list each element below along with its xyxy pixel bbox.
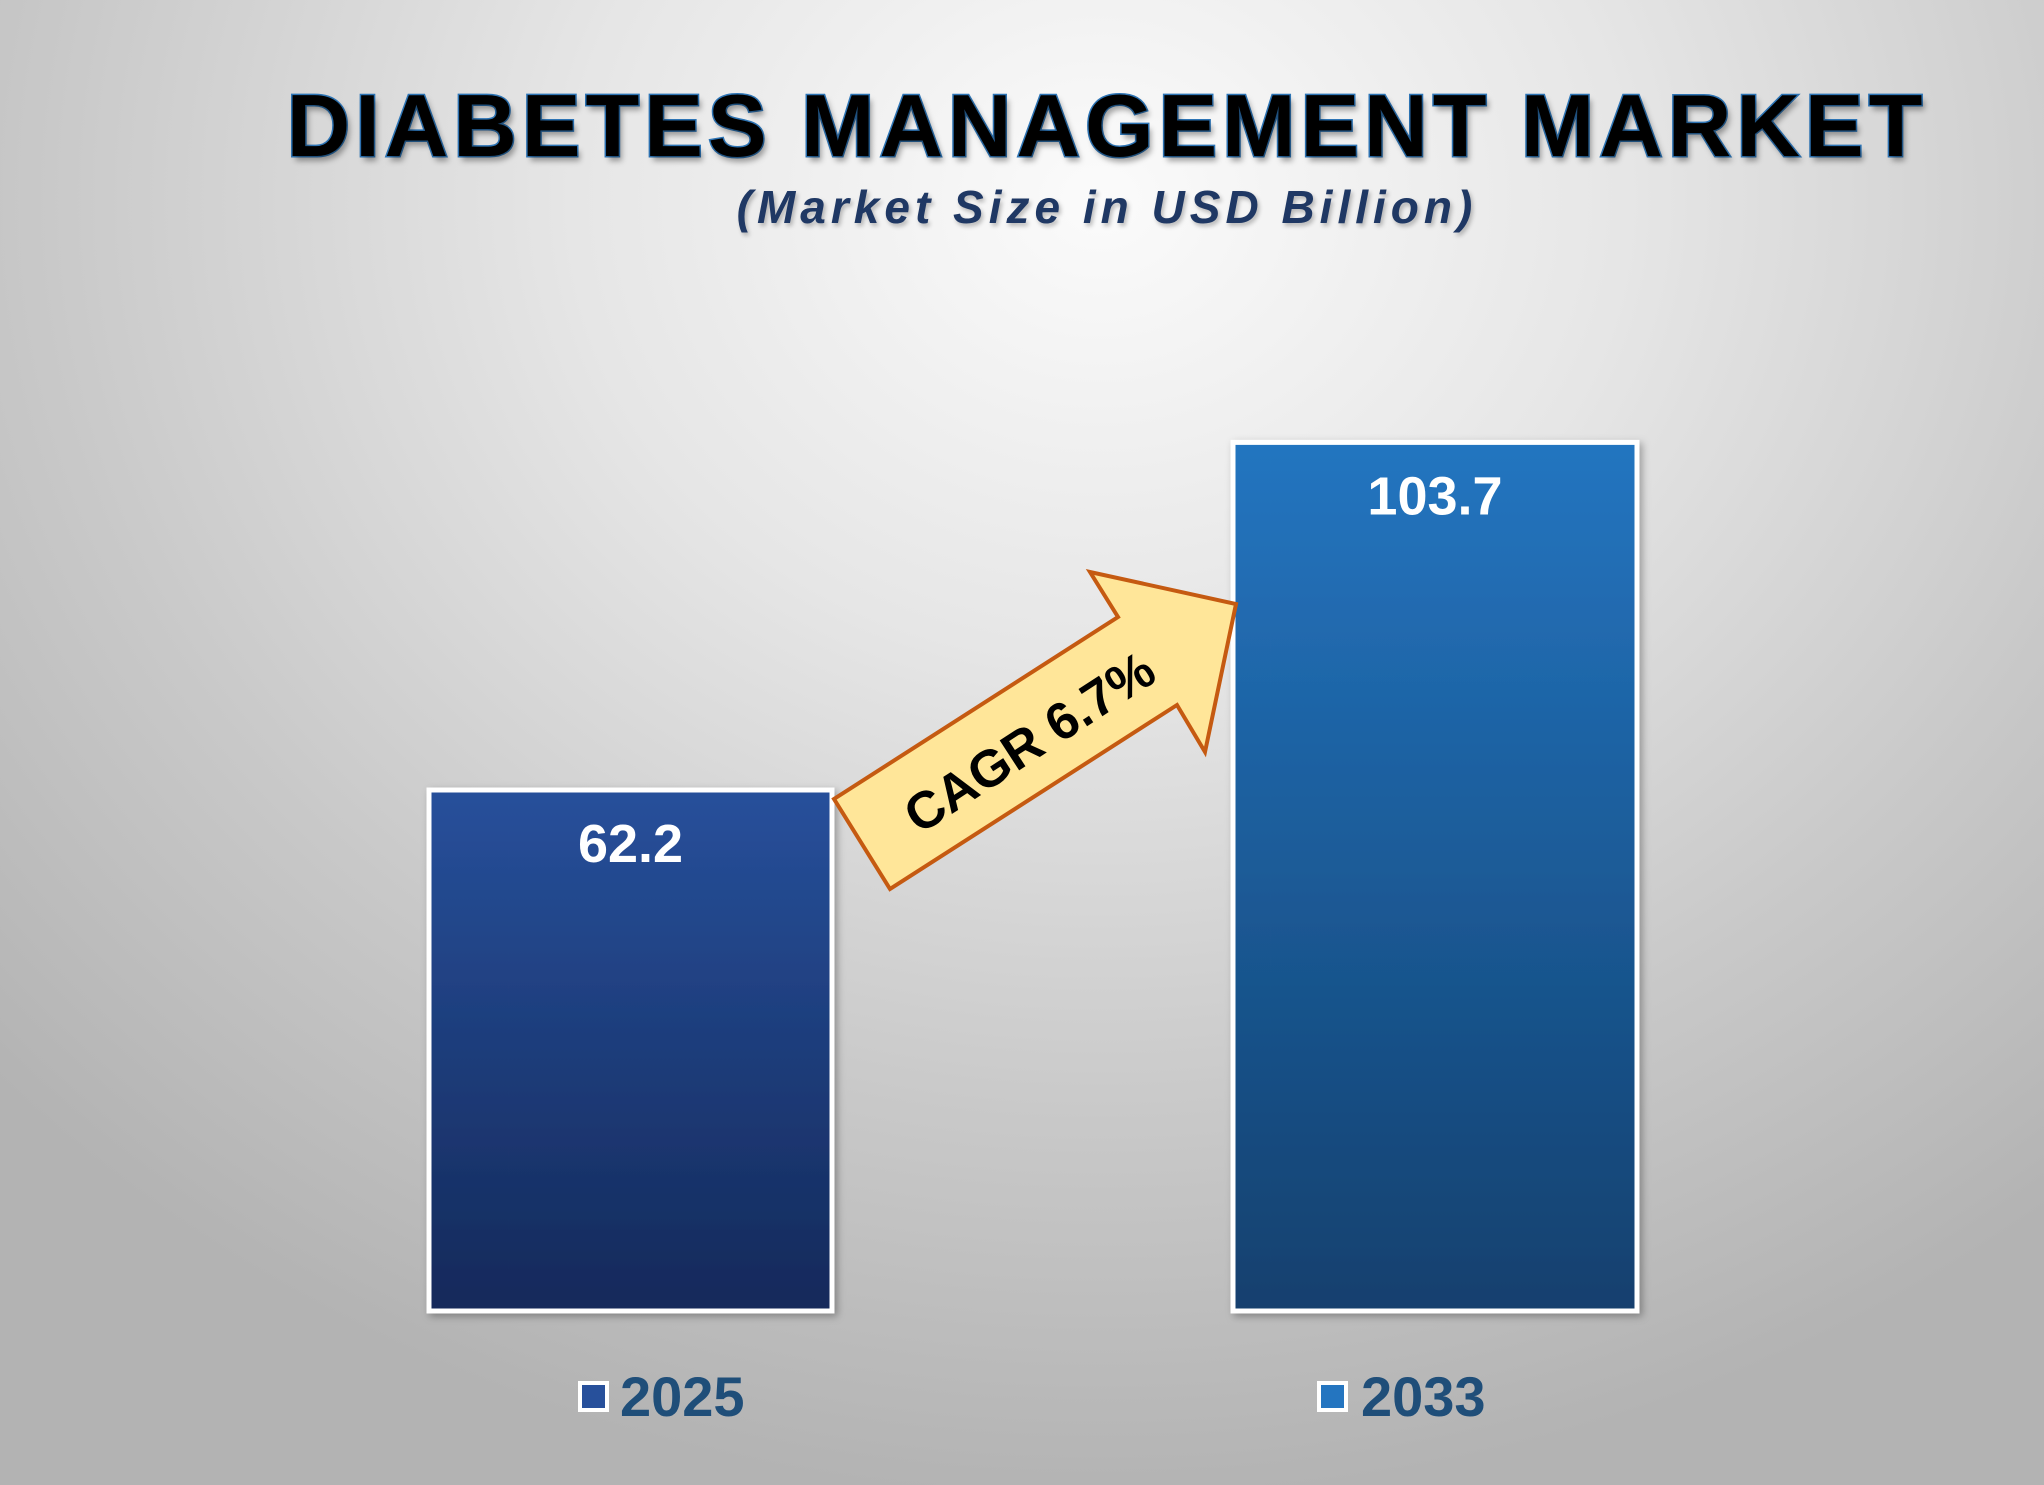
legend-label-2033: 2033 [1361,1365,1486,1428]
cagr-arrow: CAGR 6.7% [831,569,1239,892]
legend-label-2025: 2025 [620,1365,745,1428]
data-label-2025: 62.2 [578,814,683,874]
legend-marker-2025 [578,1381,609,1412]
legend-marker-2033 [1317,1381,1348,1412]
data-label-2033: 103.7 [1367,466,1502,526]
bar-2025 [426,787,835,1314]
chart-title: DIABETES MANAGEMENT MARKET [285,75,1928,177]
cagr-arrow-shape [831,569,1239,892]
bar-2033 [1230,439,1640,1314]
chart-subtitle: (Market Size in USD Billion) [736,181,1478,233]
